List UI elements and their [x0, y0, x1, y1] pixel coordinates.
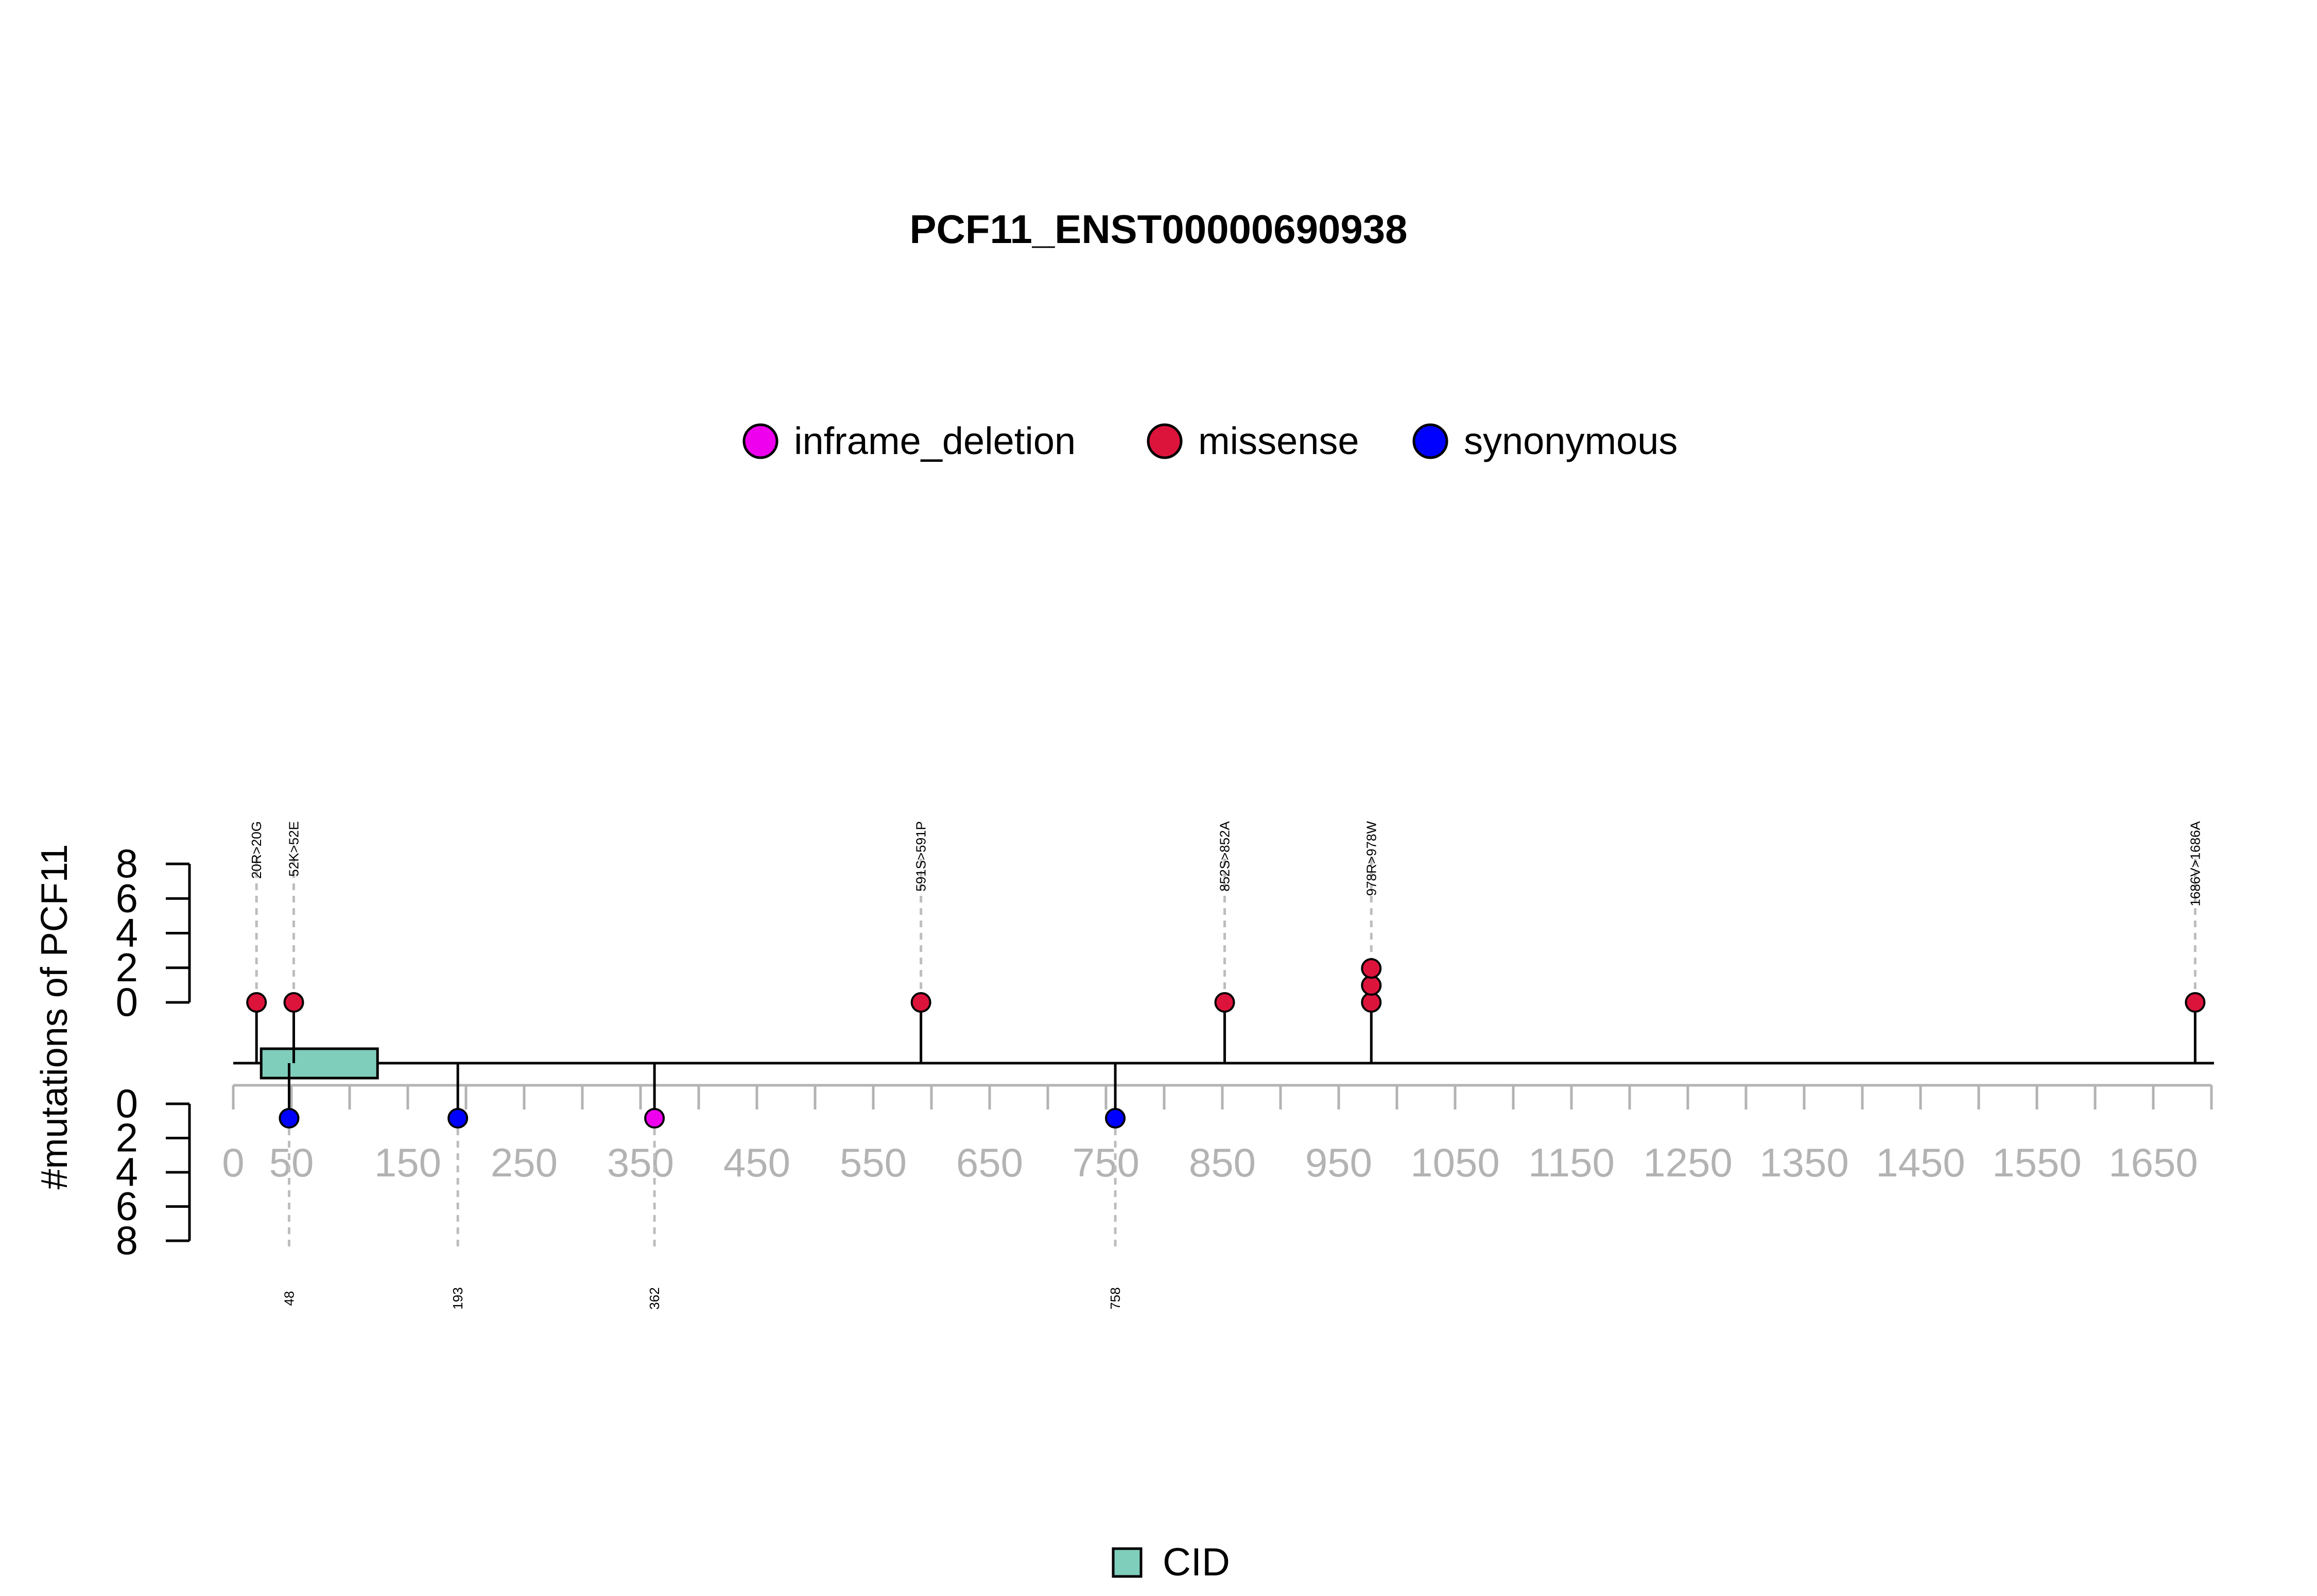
legend-marker-missense [1147, 423, 1183, 459]
legend-marker-inframe_deletion [742, 423, 779, 459]
x-tick-label-350: 350 [607, 1140, 674, 1185]
mutation-point-978R>978W [1361, 975, 1382, 996]
x-tick-label-650: 650 [956, 1140, 1023, 1185]
mutation-label-bottom-362: 362 [647, 1287, 662, 1309]
mutation-point-bottom-48 [279, 1108, 300, 1129]
domain-CID [260, 1047, 379, 1080]
mutation-label-bottom-758: 758 [1108, 1287, 1123, 1309]
x-axis: 0 50 150 250 350 450 550 650 750 850 950 1050 1150 12… [222, 1084, 2213, 1185]
mutation-point-1686V>1686A [2185, 992, 2206, 1013]
x-tick-label-1450: 1450 [1876, 1140, 1965, 1185]
mutation-point-bottom-362 [644, 1108, 665, 1129]
y-bottom-tick-label-6: 6 [116, 1184, 138, 1229]
x-tick-label-850: 850 [1189, 1140, 1256, 1185]
y-top-tick-label-0: 0 [116, 979, 138, 1025]
domain-legend-marker-CID [1112, 1547, 1143, 1578]
x-tick-label-1550: 1550 [1992, 1140, 2082, 1185]
mutation-label-591S>591P: 591S>591P [913, 821, 929, 892]
x-tick-label-550: 550 [840, 1140, 907, 1185]
mutation-label-1686V>1686A: 1686V>1686A [2187, 821, 2203, 906]
x-tick-label-0: 0 [222, 1140, 244, 1185]
x-tick-label-450: 450 [723, 1140, 790, 1185]
mutation-point-978R>978W [1361, 992, 1382, 1013]
mutation-point-52K>52E [283, 992, 304, 1013]
y-axis-label: #mutations of PCF11 [34, 844, 75, 1190]
mutation-label-52K>52E: 52K>52E [286, 821, 302, 877]
x-tick-label-1050: 1050 [1410, 1140, 1500, 1185]
legend-label-inframe_deletion: inframe_deletion [794, 420, 1076, 462]
mutation-label-bottom-193: 193 [450, 1287, 465, 1309]
y-bottom-tick-label-8: 8 [116, 1218, 138, 1263]
x-tick-label-1350: 1350 [1759, 1140, 1849, 1185]
y-bottom-tick-label-2: 2 [116, 1115, 138, 1160]
y-top-tick-label-6: 6 [116, 875, 138, 921]
y-top-tick-label-4: 4 [116, 910, 138, 956]
mutation-point-20R>20G [246, 992, 267, 1013]
y-top-tick-label-2: 2 [116, 945, 138, 990]
y-bottom-tick-label-4: 4 [116, 1149, 138, 1194]
x-tick-label-150: 150 [374, 1140, 441, 1185]
chart-title: PCF11_ENST00000690938 [909, 206, 1407, 252]
mutation-label-bottom-48: 48 [281, 1291, 297, 1306]
mutation-point-591S>591P [910, 992, 931, 1013]
domain-legend-label-CID: CID [1163, 1540, 1230, 1584]
mutation-point-bottom-193 [447, 1108, 469, 1129]
mutation-layer: 20R>20G 52K>52E 591S>591P 852S>852A 978R>978… [246, 821, 2206, 1310]
x-tick-label-1150: 1150 [1528, 1140, 1615, 1185]
y-top-tick-label-8: 8 [116, 841, 138, 886]
x-tick-label-750: 750 [1073, 1140, 1139, 1185]
x-tick-label-250: 250 [491, 1140, 558, 1185]
top-legend: inframe_deletion missense synonymous [742, 420, 1678, 462]
mutation-point-978R>978W [1361, 958, 1382, 979]
domain-legend: CID [1112, 1540, 1230, 1584]
mutation-label-852S>852A: 852S>852A [1217, 821, 1233, 891]
mutation-label-978R>978W: 978R>978W [1363, 821, 1379, 896]
legend-marker-synonymous [1412, 423, 1448, 459]
mutation-label-20R>20G: 20R>20G [249, 821, 264, 879]
mutation-point-bottom-758 [1105, 1108, 1126, 1129]
legend-label-synonymous: synonymous [1464, 420, 1678, 462]
mutation-point-852S>852A [1214, 992, 1235, 1013]
y-bottom-tick-label-0: 0 [116, 1081, 138, 1126]
legend-label-missense: missense [1198, 420, 1359, 462]
x-tick-label-1650: 1650 [2108, 1140, 2198, 1185]
x-tick-label-1250: 1250 [1643, 1140, 1733, 1185]
x-tick-label-50: 50 [269, 1140, 314, 1185]
x-tick-label-950: 950 [1305, 1140, 1372, 1185]
